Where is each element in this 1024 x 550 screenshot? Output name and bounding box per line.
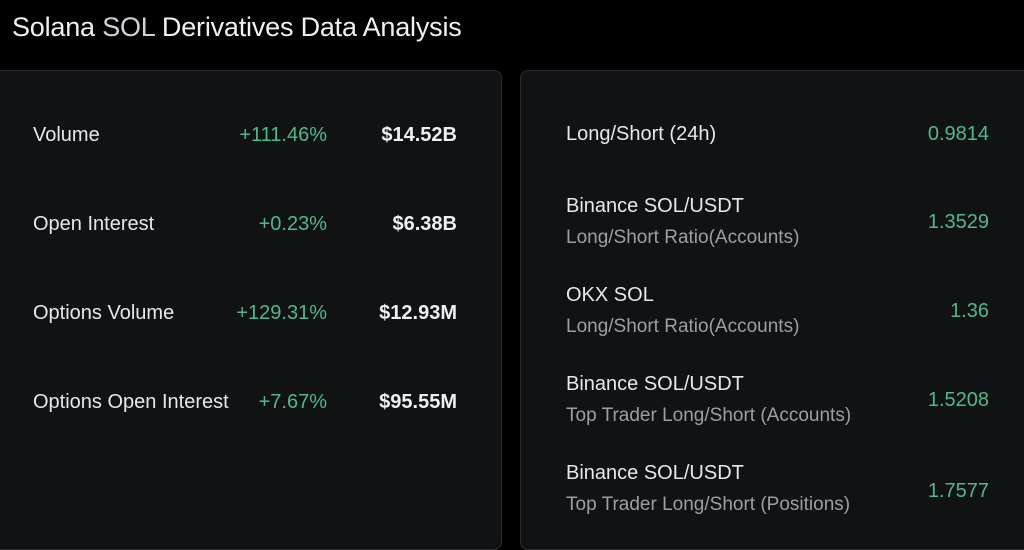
ratio-label: Binance SOL/USDT <box>566 195 744 217</box>
stat-change: +129.31% <box>236 302 327 324</box>
ratio-label: Long/Short (24h) <box>566 123 717 145</box>
title-main: Solana <box>12 12 103 42</box>
stat-change: +0.23% <box>258 213 327 235</box>
stat-row-options-volume: Options Volume +129.31% $12.93M <box>0 298 501 328</box>
long-short-panel: Long/Short (24h) 0.9814 Binance SOL/USDT… <box>520 70 1024 550</box>
stat-row-volume: Volume +111.46% $14.52B <box>0 120 501 150</box>
ratio-value: 1.7577 <box>927 480 989 502</box>
ratio-label: Binance SOL/USDT <box>566 373 744 395</box>
ratio-sublabel: Long/Short Ratio(Accounts) <box>566 227 800 248</box>
stat-row-options-open-interest: Options Open Interest +7.67% $95.55M <box>0 387 501 417</box>
stat-value: $95.55M <box>379 391 457 413</box>
ratio-value: 1.36 <box>950 300 989 322</box>
ratio-value: 1.5208 <box>927 389 989 411</box>
stat-label: Open Interest <box>33 213 155 235</box>
stat-label: Options Volume <box>33 302 175 324</box>
market-stats-panel: Volume +111.46% $14.52B Open Interest +0… <box>0 70 502 550</box>
ratio-value: 1.3529 <box>927 211 989 233</box>
ratio-sublabel: Top Trader Long/Short (Positions) <box>566 494 851 515</box>
stat-value: $6.38B <box>392 213 458 235</box>
ratio-value: 0.9814 <box>927 123 989 145</box>
stat-change: +111.46% <box>239 124 327 146</box>
stat-value: $14.52B <box>381 124 457 146</box>
stat-value: $12.93M <box>379 302 457 324</box>
stat-row-open-interest: Open Interest +0.23% $6.38B <box>0 209 501 239</box>
title-accent: SOL <box>102 12 155 42</box>
stat-change: +7.67% <box>258 391 327 413</box>
ratio-label: OKX SOL <box>566 284 654 306</box>
ratio-sublabel: Top Trader Long/Short (Accounts) <box>566 405 852 426</box>
stat-label: Volume <box>33 124 100 146</box>
title-rest: Derivatives Data Analysis <box>154 12 462 42</box>
ratio-sublabel: Long/Short Ratio(Accounts) <box>566 316 800 337</box>
page-title: Solana SOL Derivatives Data Analysis <box>12 10 462 44</box>
ratio-label: Binance SOL/USDT <box>566 462 744 484</box>
stat-label: Options Open Interest <box>33 391 229 413</box>
